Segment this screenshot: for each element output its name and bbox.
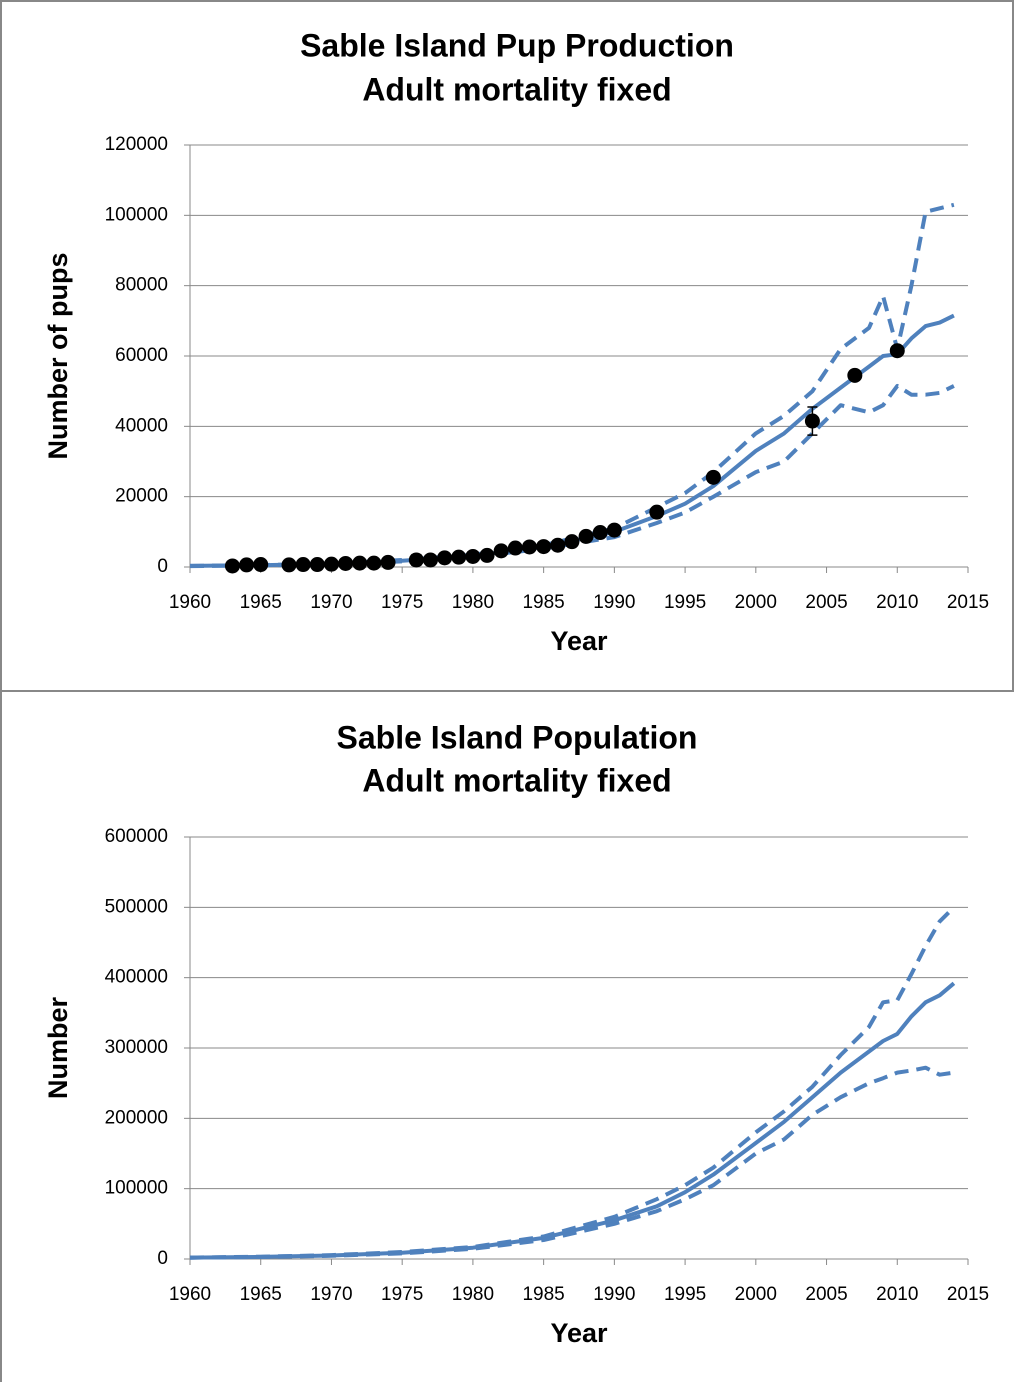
x-tick-label: 1975 <box>381 1284 423 1305</box>
x-tick-label: 1995 <box>664 592 706 613</box>
y-tick-label: 20000 <box>115 486 168 507</box>
y-tick-label: 400000 <box>105 967 168 988</box>
data-point <box>847 367 863 383</box>
data-point <box>422 552 438 568</box>
data-point <box>408 552 424 568</box>
data-point <box>507 540 523 556</box>
series-line <box>189 383 955 569</box>
x-tick-label: 2005 <box>805 592 847 613</box>
chart-title: Sable Island Population <box>337 719 698 755</box>
data-point <box>295 557 311 573</box>
x-tick-label: 1995 <box>664 1284 706 1305</box>
x-tick-label: 1970 <box>310 592 352 613</box>
x-tick-label: 1970 <box>310 1284 352 1305</box>
data-point <box>309 557 325 573</box>
x-tick-label: 1985 <box>522 592 564 613</box>
data-point <box>592 525 608 541</box>
x-tick-label: 2010 <box>876 1284 918 1305</box>
data-point <box>479 547 495 563</box>
x-tick-label: 2000 <box>735 1284 777 1305</box>
y-tick-label: 500000 <box>105 896 168 917</box>
series-line <box>189 202 955 568</box>
data-point <box>437 550 453 566</box>
data-point <box>578 528 594 544</box>
x-tick-label: 2005 <box>805 1284 847 1305</box>
data-point <box>564 534 580 550</box>
data-point <box>804 413 820 429</box>
x-tick-label: 1985 <box>522 1284 564 1305</box>
x-tick-label: 2000 <box>735 592 777 613</box>
x-tick-label: 2015 <box>947 1284 989 1305</box>
series-line <box>189 981 956 1260</box>
x-tick-label: 2010 <box>876 592 918 613</box>
data-point <box>380 554 396 570</box>
data-point <box>352 555 368 571</box>
data-point <box>338 555 354 571</box>
x-tick-label: 1990 <box>593 592 635 613</box>
data-point <box>536 539 552 555</box>
x-tick-label: 1975 <box>381 592 423 613</box>
x-tick-label: 1965 <box>240 1284 282 1305</box>
data-point <box>889 343 905 359</box>
chart-subtitle: Adult mortality fixed <box>362 762 671 798</box>
y-tick-label: 300000 <box>105 1037 168 1058</box>
data-point <box>253 557 269 573</box>
series-line <box>189 905 956 1260</box>
y-tick-label: 100000 <box>105 204 168 225</box>
data-point <box>239 557 255 573</box>
data-point <box>493 543 509 559</box>
x-tick-label: 1980 <box>452 1284 494 1305</box>
y-tick-label: 0 <box>157 556 168 577</box>
y-tick-label: 200000 <box>105 1107 168 1128</box>
data-point <box>606 522 622 538</box>
y-tick-label: 0 <box>157 1248 168 1269</box>
x-tick-label: 1960 <box>169 1284 211 1305</box>
y-tick-label: 60000 <box>115 345 168 366</box>
data-point <box>649 504 665 520</box>
y-tick-label: 120000 <box>105 134 168 155</box>
data-point <box>705 469 721 485</box>
x-tick-label: 1980 <box>452 592 494 613</box>
data-point <box>366 555 382 571</box>
series-line <box>189 1065 955 1260</box>
y-tick-label: 100000 <box>105 1178 168 1199</box>
data-point <box>521 539 537 555</box>
x-tick-label: 1960 <box>169 592 211 613</box>
data-point <box>323 556 339 572</box>
y-axis-label: Number of pups <box>43 253 73 460</box>
x-tick-label: 2015 <box>947 592 989 613</box>
data-point <box>281 557 297 573</box>
panel-frame <box>0 0 1014 692</box>
data-point <box>451 549 467 565</box>
data-point <box>465 548 481 564</box>
chart-title: Sable Island Pup Production <box>300 27 734 63</box>
data-point <box>224 558 240 574</box>
y-tick-label: 80000 <box>115 275 168 296</box>
y-axis-label: Number <box>43 997 73 1100</box>
y-tick-label: 600000 <box>105 826 168 847</box>
x-axis-label: Year <box>550 1318 608 1348</box>
data-point <box>550 537 566 553</box>
y-tick-label: 40000 <box>115 415 168 436</box>
x-tick-label: 1990 <box>593 1284 635 1305</box>
x-axis-label: Year <box>550 626 608 656</box>
chart-subtitle: Adult mortality fixed <box>362 71 671 107</box>
x-tick-label: 1965 <box>240 592 282 613</box>
